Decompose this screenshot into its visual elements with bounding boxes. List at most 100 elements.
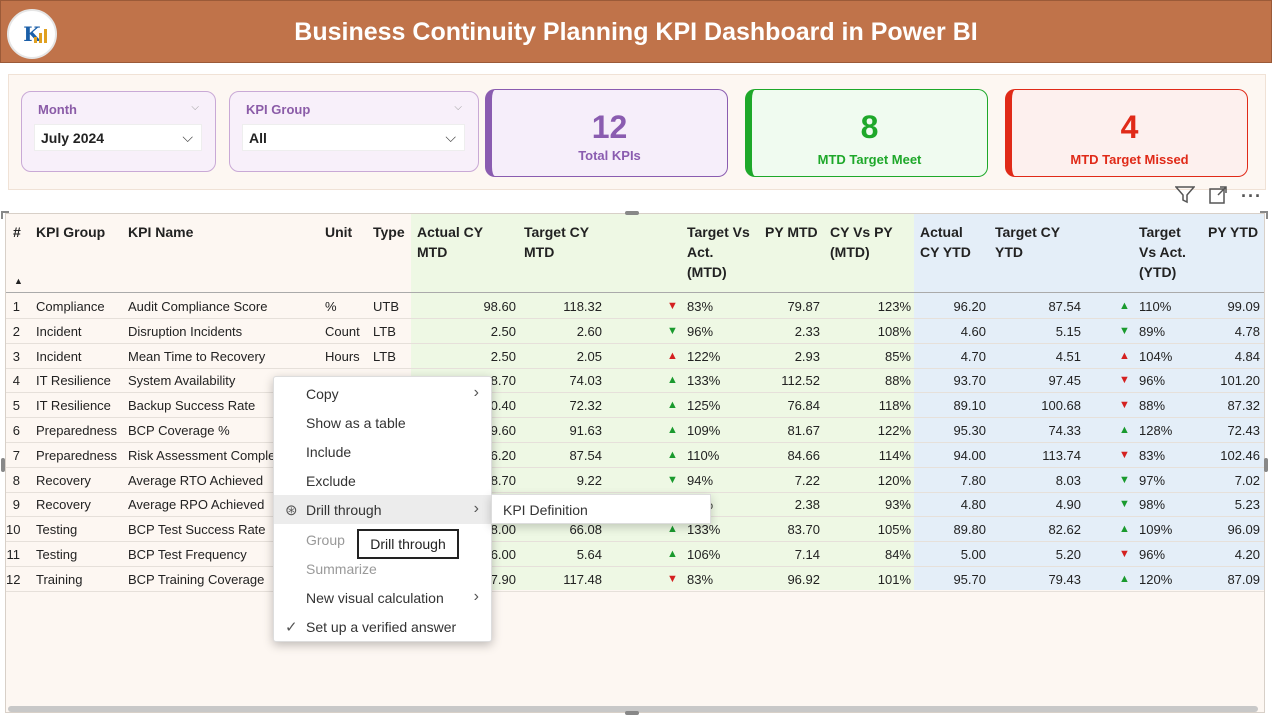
cell-tgt-ytd[interactable]: 4.90: [1055, 497, 1081, 513]
cell-cvp-mtd[interactable]: 120%: [877, 472, 911, 488]
cell-name[interactable]: BCP Test Success Rate: [128, 522, 266, 538]
cell-py-ytd[interactable]: 7.02: [1234, 472, 1260, 488]
cell-name[interactable]: Risk Assessment Completion: [128, 447, 297, 463]
cell-py-mtd[interactable]: 83.70: [787, 522, 820, 538]
menu-item-new-visual-calculation[interactable]: New visual calculation ›: [274, 583, 493, 612]
cell-py-mtd[interactable]: 2.93: [794, 348, 820, 364]
cell-py-mtd[interactable]: 81.67: [787, 423, 820, 438]
cell-num[interactable]: 11: [6, 547, 21, 562]
table-row[interactable]: 1 Compliance Audit Compliance Score% UTB 98.…: [6, 294, 1264, 319]
col-header-cy-vs-py-mtd[interactable]: CY Vs PY (MTD): [830, 224, 893, 260]
cell-group[interactable]: Incident: [36, 348, 82, 364]
cell-tgt-mtd[interactable]: 118.32: [563, 299, 602, 314]
cell-act-mtd[interactable]: 2.50: [490, 323, 516, 339]
chevron-down-icon[interactable]: ⌵: [445, 129, 456, 145]
cell-group[interactable]: Preparedness: [36, 423, 117, 438]
cell-tgt-ytd[interactable]: 5.20: [1055, 547, 1081, 562]
cell-py-ytd[interactable]: 72.43: [1227, 423, 1260, 438]
cell-tva-mtd[interactable]: 83%: [687, 299, 714, 314]
cell-num[interactable]: 12: [6, 571, 21, 587]
table-row[interactable]: 3 Incident Mean Time to Recovery Hours LTB 2.…: [6, 344, 1264, 369]
cell-act-mtd[interactable]: 98.60: [483, 299, 516, 314]
cell-tva-ytd[interactable]: 98%: [1139, 497, 1166, 513]
cell-act-ytd[interactable]: 4.70: [960, 348, 986, 364]
cell-cvp-mtd[interactable]: 101%: [877, 571, 911, 587]
cell-group[interactable]: Recovery: [36, 497, 91, 513]
cell-tgt-ytd[interactable]: 79.43: [1048, 571, 1081, 587]
cell-py-ytd[interactable]: 4.84: [1234, 348, 1260, 364]
cell-tva-mtd[interactable]: 133%: [687, 522, 721, 538]
resize-handle-left[interactable]: [1, 458, 5, 472]
cell-tgt-mtd[interactable]: 2.60: [576, 323, 602, 339]
cell-group[interactable]: Preparedness: [36, 447, 117, 463]
cell-py-mtd[interactable]: 112.52: [781, 373, 820, 389]
cell-tgt-ytd[interactable]: 100.68: [1041, 398, 1081, 414]
cell-num[interactable]: 7: [12, 447, 20, 463]
cell-py-ytd[interactable]: 99.09: [1227, 299, 1260, 314]
filter-icon[interactable]: [1174, 186, 1196, 209]
cell-cvp-mtd[interactable]: 122%: [877, 423, 911, 438]
cell-group[interactable]: Recovery: [36, 472, 91, 488]
col-header-target-vs-act-ytd[interactable]: Target Vs Act. (YTD): [1139, 224, 1186, 280]
cell-py-ytd[interactable]: 5.23: [1234, 497, 1260, 513]
cell-num[interactable]: 1: [12, 299, 20, 314]
cell-act-ytd[interactable]: 4.60: [960, 323, 986, 339]
menu-item-kpi-definition[interactable]: KPI Definition: [503, 502, 588, 518]
cell-act-ytd[interactable]: 94.00: [953, 447, 986, 463]
menu-item-include[interactable]: Include: [274, 437, 493, 466]
cell-group[interactable]: Training: [36, 571, 83, 587]
cell-py-mtd[interactable]: 96.92: [787, 571, 820, 587]
cell-act-ytd[interactable]: 95.30: [953, 423, 986, 438]
month-dropdown[interactable]: July 2024 ⌵: [34, 124, 202, 151]
cell-tgt-ytd[interactable]: 113.74: [1042, 447, 1081, 463]
menu-item-exclude[interactable]: Exclude: [274, 466, 493, 495]
cell-name[interactable]: BCP Training Coverage: [128, 571, 265, 587]
cell-group[interactable]: Incident: [36, 323, 82, 339]
cell-name[interactable]: System Availability: [128, 373, 236, 389]
cell-unit[interactable]: Hours: [325, 348, 360, 364]
cell-num[interactable]: 3: [12, 348, 20, 364]
cell-py-ytd[interactable]: 4.20: [1234, 547, 1260, 562]
cell-act-ytd[interactable]: 7.80: [960, 472, 986, 488]
cell-tgt-ytd[interactable]: 4.51: [1055, 348, 1081, 364]
cell-py-ytd[interactable]: 101.20: [1220, 373, 1260, 389]
cell-tgt-mtd[interactable]: 72.32: [569, 398, 602, 414]
kpi-group-dropdown[interactable]: All ⌵: [242, 124, 465, 151]
cell-name[interactable]: Disruption Incidents: [128, 323, 243, 339]
cell-group[interactable]: IT Resilience: [36, 398, 111, 414]
col-header-target-cy-mtd[interactable]: Target CY MTD: [524, 224, 590, 260]
cell-py-mtd[interactable]: 7.22: [794, 472, 820, 488]
cell-name[interactable]: Backup Success Rate: [128, 398, 256, 414]
cell-tgt-mtd[interactable]: 117.48: [563, 571, 602, 587]
cell-act-ytd[interactable]: 95.70: [953, 571, 986, 587]
cell-tgt-ytd[interactable]: 87.54: [1048, 299, 1081, 314]
cell-cvp-mtd[interactable]: 84%: [884, 547, 911, 562]
cell-py-ytd[interactable]: 96.09: [1227, 522, 1260, 538]
cell-py-ytd[interactable]: 102.46: [1220, 447, 1260, 463]
cell-tva-ytd[interactable]: 89%: [1139, 323, 1166, 339]
cell-cvp-mtd[interactable]: 108%: [877, 323, 911, 339]
cell-num[interactable]: 8: [12, 472, 20, 488]
cell-act-ytd[interactable]: 96.20: [953, 299, 986, 314]
col-header-py-ytd[interactable]: PY YTD: [1208, 224, 1259, 240]
cell-name[interactable]: Mean Time to Recovery: [128, 348, 266, 364]
cell-tva-ytd[interactable]: 97%: [1139, 472, 1166, 488]
cell-tgt-mtd[interactable]: 2.05: [576, 348, 602, 364]
cell-group[interactable]: Testing: [36, 547, 78, 562]
cell-py-mtd[interactable]: 76.84: [787, 398, 820, 414]
cell-tva-ytd[interactable]: 88%: [1139, 398, 1166, 414]
sort-ascending-icon[interactable]: ▲: [14, 276, 23, 286]
cell-py-ytd[interactable]: 87.32: [1227, 398, 1260, 414]
cell-py-mtd[interactable]: 2.38: [794, 497, 820, 513]
cell-num[interactable]: 4: [12, 373, 20, 389]
kpi-group-slicer[interactable]: KPI Group ⌵ All ⌵: [229, 91, 479, 172]
cell-type[interactable]: UTB: [373, 299, 399, 314]
cell-act-mtd[interactable]: 6.00: [490, 547, 516, 562]
cell-type[interactable]: LTB: [373, 323, 396, 339]
col-header-target-cy-ytd[interactable]: Target CY YTD: [995, 224, 1061, 260]
